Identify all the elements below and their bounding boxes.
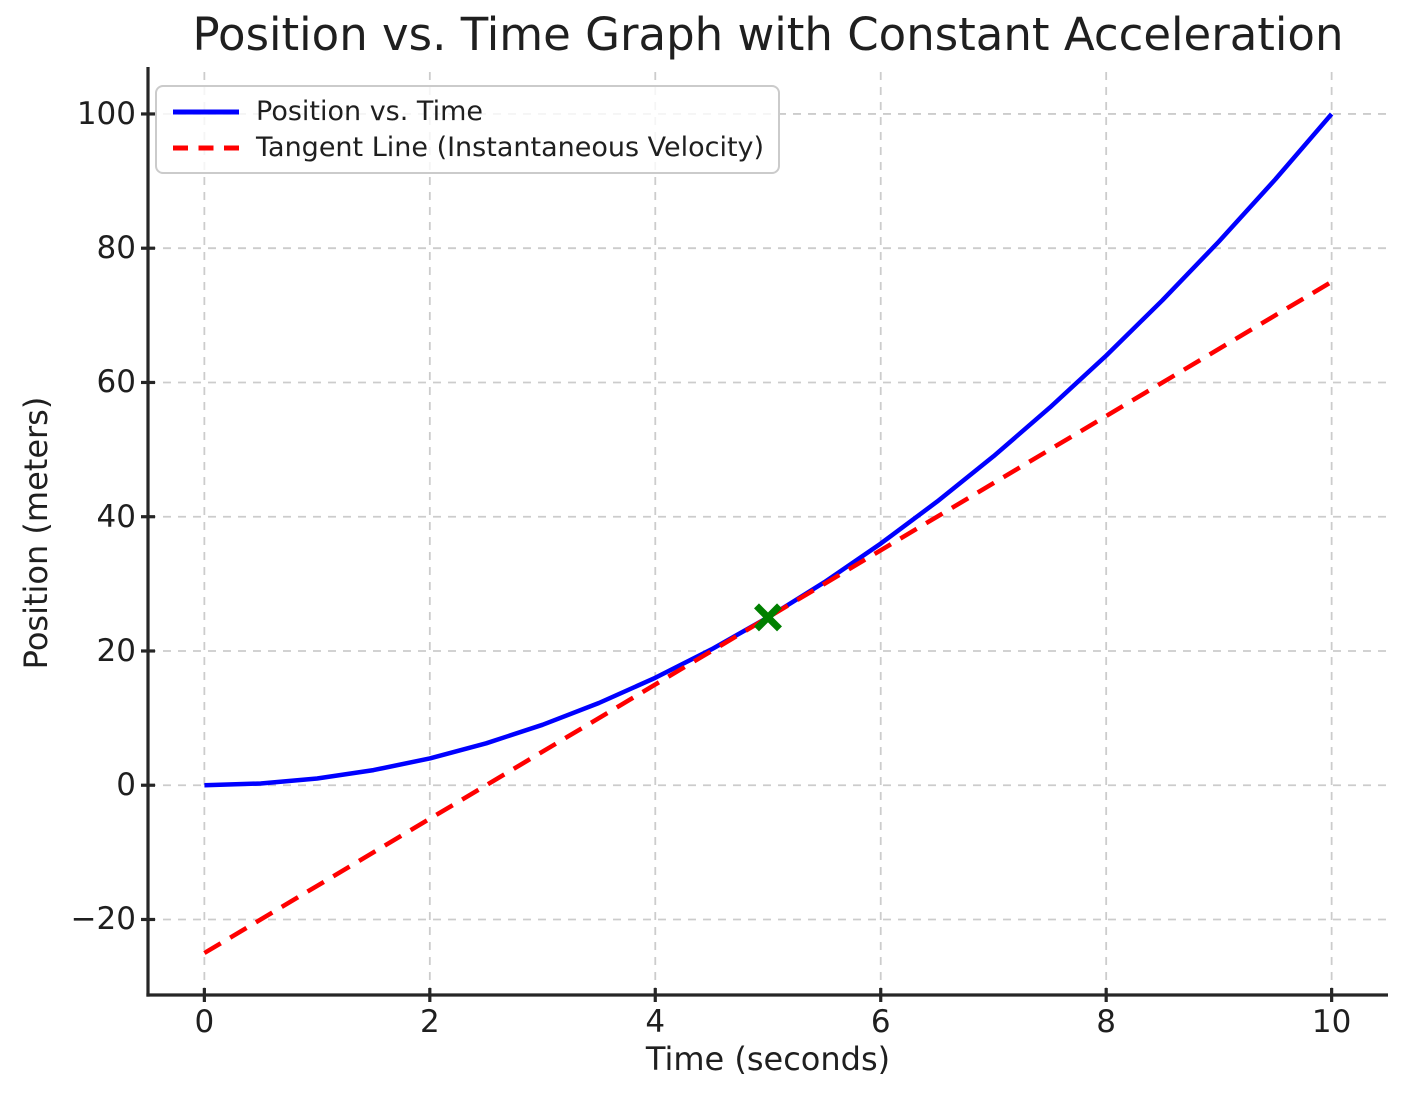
solid-line-swatch-icon — [173, 109, 239, 114]
series-line-1 — [203, 279, 1333, 955]
x-tick-label: 8 — [1096, 1004, 1117, 1040]
y-tick-label: 100 — [76, 95, 136, 132]
tangent-point-marker — [754, 603, 782, 632]
x-tick-label: 2 — [419, 1004, 440, 1040]
tick-marks — [141, 112, 1334, 1002]
x-tick-label: 10 — [1311, 1004, 1352, 1040]
marker-stroke — [754, 603, 782, 632]
legend-item: Position vs. Time — [173, 96, 778, 127]
x-tick-label: 4 — [645, 1004, 666, 1040]
dashed-line-swatch-icon — [173, 145, 239, 150]
series-line-0 — [204, 112, 1334, 788]
y-tick-label: 40 — [96, 498, 136, 535]
legend-item-label: Tangent Line (Instantaneous Velocity) — [256, 132, 765, 163]
y-tick-label: 20 — [96, 632, 136, 669]
y-tick-label: 0 — [116, 767, 136, 804]
chart-title: Position vs. Time Graph with Constant Ac… — [192, 8, 1344, 61]
x-tick-label: 0 — [194, 1004, 215, 1040]
y-tick-label: 60 — [96, 364, 136, 401]
y-tick-label: −20 — [70, 901, 136, 938]
y-tick-label: 80 — [96, 230, 136, 267]
legend-item: Tangent Line (Instantaneous Velocity) — [173, 132, 778, 163]
x-axis-label: Time (seconds) — [645, 1040, 891, 1078]
legend: Position vs. Time Tangent Line (Instantan… — [155, 85, 780, 174]
gridlines — [148, 72, 1388, 995]
axes-spines — [146, 67, 1388, 997]
x-tick-label: 6 — [870, 1004, 891, 1040]
legend-item-label: Position vs. Time — [256, 96, 483, 127]
